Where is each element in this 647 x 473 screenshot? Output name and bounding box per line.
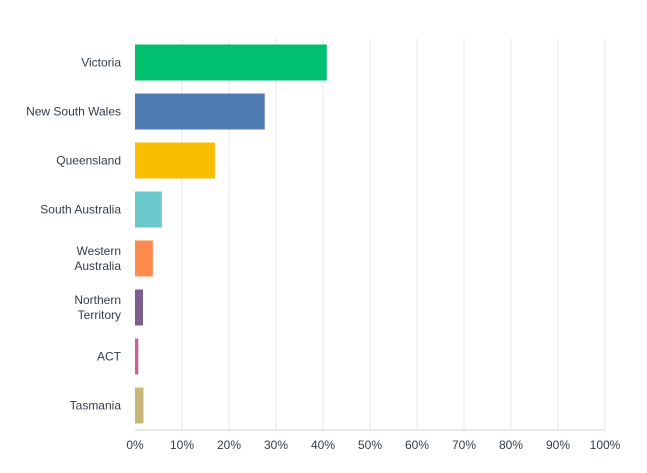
category-label: Victoria: [81, 56, 121, 70]
x-tick-label: 40%: [311, 438, 335, 452]
bar: [135, 93, 265, 130]
x-tick-label: 100%: [590, 438, 621, 452]
bar: [135, 44, 327, 81]
bar: [135, 338, 139, 375]
x-tick-labels: 0% 10% 20% 30% 40% 50% 60% 70% 80% 90% 100%: [126, 438, 620, 452]
bar: [135, 191, 162, 228]
bar: [135, 240, 153, 277]
category-label: ACT: [97, 350, 122, 364]
x-tick-label: 50%: [358, 438, 382, 452]
category-labels: Victoria New South Wales Queensland South A…: [26, 56, 122, 413]
category-label: Western Australia: [74, 244, 121, 273]
x-tick-label: 70%: [452, 438, 476, 452]
bar: [135, 142, 215, 179]
category-label: South Australia: [40, 203, 121, 217]
x-tick-label: 60%: [405, 438, 429, 452]
category-label: Northern Territory: [74, 293, 121, 322]
x-tick-label: 90%: [546, 438, 570, 452]
category-label: New South Wales: [26, 105, 121, 119]
x-tick-label: 10%: [170, 438, 194, 452]
bar: [135, 387, 144, 424]
bars: [135, 44, 327, 424]
x-tick-label: 0%: [126, 438, 144, 452]
category-label: Queensland: [56, 154, 121, 168]
x-tick-label: 80%: [499, 438, 523, 452]
bar: [135, 289, 143, 326]
x-tick-label: 20%: [217, 438, 241, 452]
x-tick-label: 30%: [264, 438, 288, 452]
category-label: Tasmania: [70, 399, 122, 413]
